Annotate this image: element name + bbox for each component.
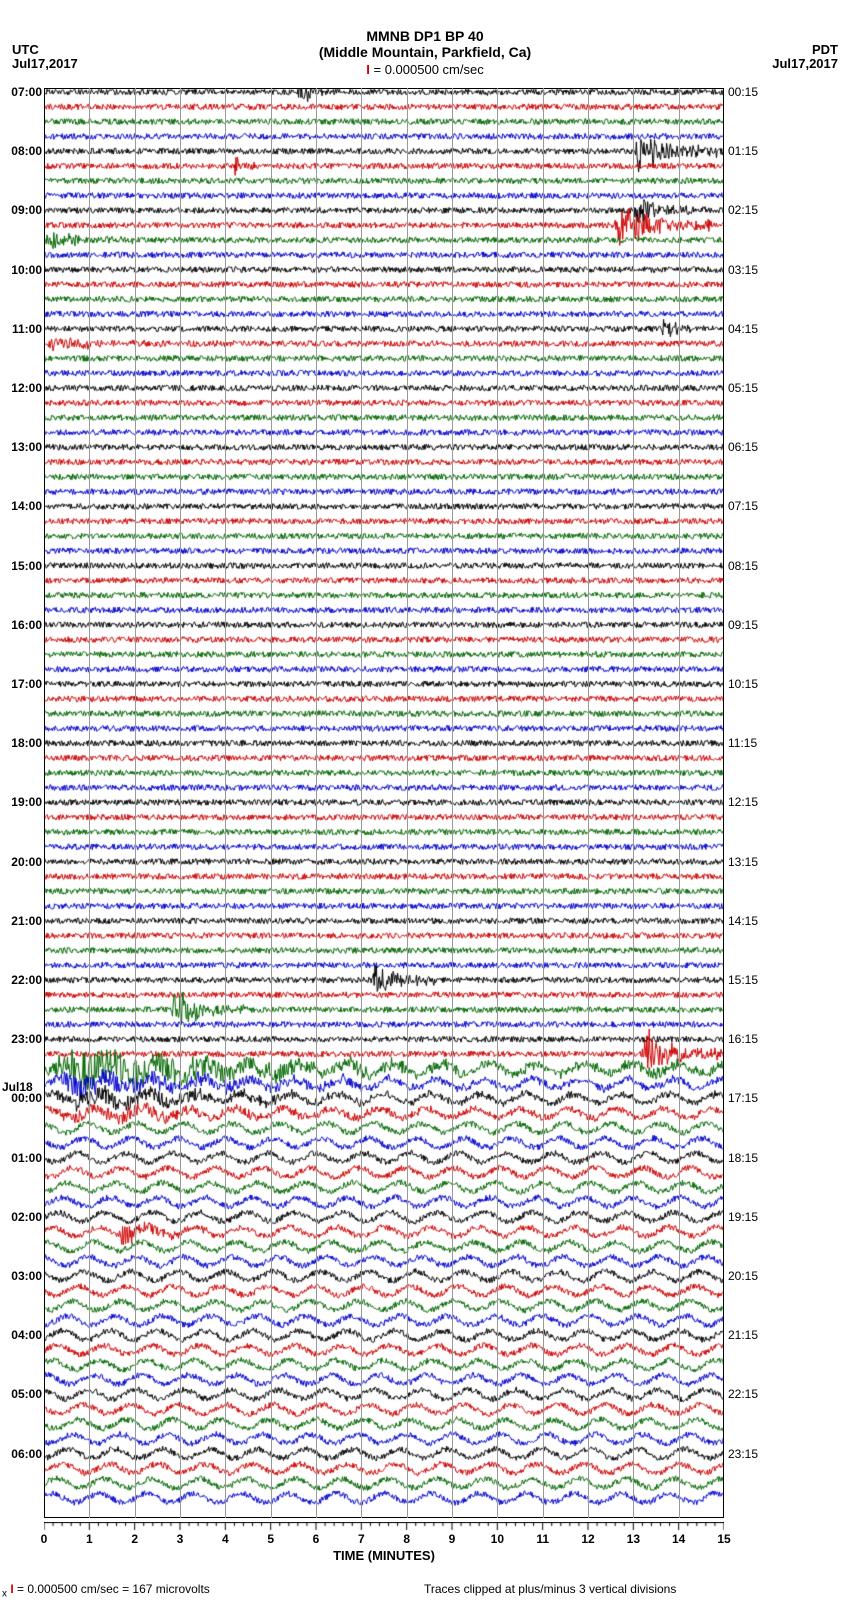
right-time-label: 09:15 (728, 618, 768, 632)
left-time-label: 16:00 (2, 618, 42, 632)
right-time-label: 10:15 (728, 677, 768, 691)
right-time-label: 01:15 (728, 144, 768, 158)
xaxis-tick: 4 (222, 1532, 229, 1546)
right-time-label: 04:15 (728, 322, 768, 336)
right-time-label: 08:15 (728, 559, 768, 573)
left-time-label: 00:00 (2, 1091, 42, 1105)
gridline (180, 88, 181, 1518)
date-right-label: Jul17,2017 (772, 56, 838, 71)
left-time-label: 10:00 (2, 263, 42, 277)
xaxis-tick: 8 (403, 1532, 410, 1546)
tz-right-label: PDT (812, 42, 838, 57)
right-time-label: 02:15 (728, 203, 768, 217)
left-time-label: 14:00 (2, 499, 42, 513)
xaxis-tick: 7 (358, 1532, 365, 1546)
gridline (588, 88, 589, 1518)
right-time-label: 12:15 (728, 795, 768, 809)
gridline (89, 88, 90, 1518)
station-title: MMNB DP1 BP 40 (0, 28, 850, 44)
left-time-label: 22:00 (2, 973, 42, 987)
right-time-label: 00:15 (728, 85, 768, 99)
right-time-label: 15:15 (728, 973, 768, 987)
right-time-label: 13:15 (728, 855, 768, 869)
left-time-label: 03:00 (2, 1269, 42, 1283)
gridline (271, 88, 272, 1518)
xaxis-tick: 15 (717, 1532, 730, 1546)
right-time-label: 16:15 (728, 1032, 768, 1046)
xaxis-tick: 3 (177, 1532, 184, 1546)
left-time-label: 01:00 (2, 1151, 42, 1165)
footer-scale-text: = 0.000500 cm/sec = 167 microvolts (14, 1582, 210, 1596)
xaxis-tick: 2 (131, 1532, 138, 1546)
xaxis-label: TIME (MINUTES) (44, 1548, 724, 1563)
footer-scale: x I = 0.000500 cm/sec = 167 microvolts (2, 1582, 210, 1599)
right-time-label: 18:15 (728, 1151, 768, 1165)
gridline (497, 88, 498, 1518)
right-time-label: 14:15 (728, 914, 768, 928)
xaxis-tick: 13 (627, 1532, 640, 1546)
plot-area (44, 88, 724, 1518)
xaxis-tick: 12 (581, 1532, 594, 1546)
right-time-label: 17:15 (728, 1091, 768, 1105)
gridline (135, 88, 136, 1518)
left-time-label: 07:00 (2, 85, 42, 99)
seismogram-canvas (44, 88, 724, 1518)
left-time-label: 04:00 (2, 1328, 42, 1342)
left-time-label: 19:00 (2, 795, 42, 809)
date-left-label: Jul17,2017 (12, 56, 78, 71)
xaxis-tick: 10 (491, 1532, 504, 1546)
seismogram-container: UTC Jul17,2017 PDT Jul17,2017 MMNB DP1 B… (0, 0, 850, 1613)
left-time-label: 06:00 (2, 1447, 42, 1461)
tz-left-label: UTC (12, 42, 39, 57)
left-time-label: 23:00 (2, 1032, 42, 1046)
xaxis-tick: 5 (267, 1532, 274, 1546)
scale-legend: I = 0.000500 cm/sec (0, 62, 850, 77)
xaxis-tick: 14 (672, 1532, 685, 1546)
footer-clip-note: Traces clipped at plus/minus 3 vertical … (424, 1582, 676, 1596)
left-time-label: 17:00 (2, 677, 42, 691)
right-time-label: 07:15 (728, 499, 768, 513)
gridline (407, 88, 408, 1518)
xaxis-tick: 6 (313, 1532, 320, 1546)
left-time-label: 09:00 (2, 203, 42, 217)
right-time-label: 21:15 (728, 1328, 768, 1342)
gridline (679, 88, 680, 1518)
right-time-label: 06:15 (728, 440, 768, 454)
gridline (633, 88, 634, 1518)
right-time-label: 23:15 (728, 1447, 768, 1461)
scale-text: = 0.000500 cm/sec (370, 62, 484, 77)
left-time-label: 05:00 (2, 1387, 42, 1401)
gridline (361, 88, 362, 1518)
left-time-label: 21:00 (2, 914, 42, 928)
left-time-label: 11:00 (2, 322, 42, 336)
left-time-label: 02:00 (2, 1210, 42, 1224)
right-time-label: 22:15 (728, 1387, 768, 1401)
xaxis-tick: 0 (41, 1532, 48, 1546)
xaxis-tick: 1 (86, 1532, 93, 1546)
right-time-label: 03:15 (728, 263, 768, 277)
header: MMNB DP1 BP 40 (Middle Mountain, Parkfie… (0, 0, 850, 77)
gridline (225, 88, 226, 1518)
left-time-label: 13:00 (2, 440, 42, 454)
right-time-label: 11:15 (728, 736, 768, 750)
gridline (316, 88, 317, 1518)
right-time-label: 20:15 (728, 1269, 768, 1283)
right-time-label: 05:15 (728, 381, 768, 395)
right-time-label: 19:15 (728, 1210, 768, 1224)
left-time-label: 12:00 (2, 381, 42, 395)
left-time-label: 15:00 (2, 559, 42, 573)
left-time-label: 08:00 (2, 144, 42, 158)
station-subtitle: (Middle Mountain, Parkfield, Ca) (0, 44, 850, 60)
xaxis-tick: 9 (449, 1532, 456, 1546)
left-time-label: 20:00 (2, 855, 42, 869)
gridline (543, 88, 544, 1518)
left-time-label: 18:00 (2, 736, 42, 750)
gridline (452, 88, 453, 1518)
xaxis-tick: 11 (536, 1532, 549, 1546)
